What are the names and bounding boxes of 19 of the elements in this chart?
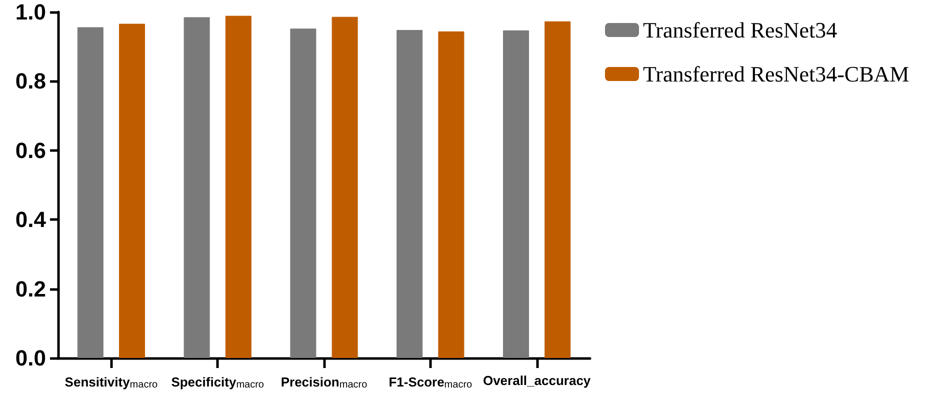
bar bbox=[119, 24, 145, 358]
bar bbox=[184, 17, 210, 358]
bar bbox=[438, 31, 464, 358]
bar bbox=[332, 16, 358, 358]
y-tick-label: 0.2 bbox=[15, 276, 46, 302]
y-tick-label: 1.0 bbox=[15, 0, 46, 24]
legend-label: Transferred ResNet34-CBAM bbox=[643, 62, 910, 86]
bar bbox=[290, 28, 316, 358]
bar bbox=[503, 30, 529, 358]
y-tick-label: 0.0 bbox=[15, 346, 46, 370]
y-tick-label: 0.6 bbox=[15, 138, 46, 163]
x-tick-label: Overall_accuracy bbox=[482, 373, 592, 388]
bar bbox=[77, 27, 104, 358]
y-tick-label: 0.4 bbox=[15, 207, 47, 232]
bar bbox=[396, 30, 423, 358]
bar bbox=[225, 16, 252, 358]
y-tick-label: 0.8 bbox=[15, 68, 46, 94]
bar bbox=[544, 21, 571, 358]
legend-label: Transferred ResNet34 bbox=[643, 18, 838, 42]
